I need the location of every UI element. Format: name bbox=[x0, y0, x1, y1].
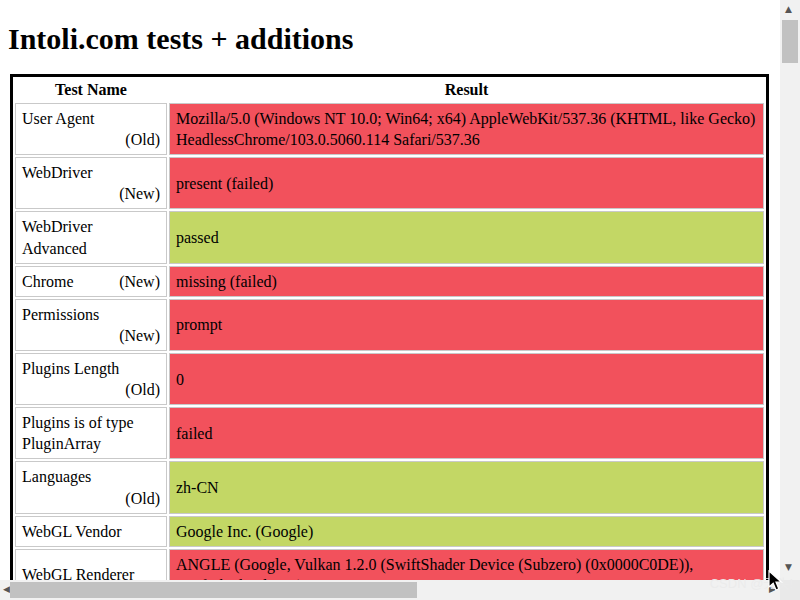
table-row: WebDriver Advanced passed bbox=[15, 211, 764, 263]
test-result: Mozilla/5.0 (Windows NT 10.0; Win64; x64… bbox=[169, 103, 764, 155]
results-table-body: User Agent (Old) Mozilla/5.0 (Windows NT … bbox=[15, 103, 764, 580]
test-name: WebDriver Advanced bbox=[22, 218, 93, 256]
test-tag: (Old) bbox=[22, 488, 160, 509]
test-name: WebGL Renderer bbox=[22, 566, 134, 580]
scroll-left-icon[interactable]: ◀ bbox=[3, 585, 10, 594]
page-title: Intoli.com tests + additions bbox=[8, 22, 772, 56]
horizontal-scrollbar[interactable]: ◀ ▶ bbox=[0, 580, 780, 600]
test-result: failed bbox=[169, 407, 764, 459]
table-row: WebGL Vendor Google Inc. (Google) bbox=[15, 516, 764, 547]
table-row: WebDriver (New) present (failed) bbox=[15, 157, 764, 209]
test-tag: (Old) bbox=[22, 129, 160, 150]
test-name: Permissions bbox=[22, 306, 99, 323]
table-row: Languages (Old) zh-CN bbox=[15, 461, 764, 513]
test-name: Chrome bbox=[22, 273, 74, 290]
test-tag: (New) bbox=[22, 325, 160, 346]
test-name: User Agent bbox=[22, 110, 94, 127]
test-result: missing (failed) bbox=[169, 266, 764, 297]
vertical-scrollbar-thumb[interactable] bbox=[782, 20, 798, 63]
test-name: WebDriver bbox=[22, 164, 93, 181]
test-result: 0 bbox=[169, 353, 764, 405]
table-row: User Agent (Old) Mozilla/5.0 (Windows NT … bbox=[15, 103, 764, 155]
test-result: passed bbox=[169, 211, 764, 263]
results-table: Test Name Result User Agent (Old) Mozilla… bbox=[10, 74, 769, 580]
test-name: WebGL Vendor bbox=[22, 523, 122, 540]
header-test-name: Test Name bbox=[15, 79, 167, 101]
horizontal-scrollbar-thumb[interactable] bbox=[10, 582, 417, 598]
vertical-scrollbar[interactable]: ▲ ▼ bbox=[780, 0, 800, 580]
test-tag: (New) bbox=[119, 271, 160, 292]
table-header-row: Test Name Result bbox=[15, 79, 764, 101]
page-content: Intoli.com tests + additions Test Name R… bbox=[0, 0, 780, 580]
test-name: Languages bbox=[22, 468, 91, 485]
test-result: present (failed) bbox=[169, 157, 764, 209]
table-row: Plugins is of type PluginArray failed bbox=[15, 407, 764, 459]
test-name: Plugins is of type PluginArray bbox=[22, 414, 134, 452]
scroll-down-icon[interactable]: ▼ bbox=[785, 563, 792, 572]
table-row: Permissions (New) prompt bbox=[15, 299, 764, 351]
table-row: WebGL Renderer ANGLE (Google, Vulkan 1.2… bbox=[15, 549, 764, 580]
test-tag: (Old) bbox=[22, 379, 160, 400]
test-result: zh-CN bbox=[169, 461, 764, 513]
test-result: Google Inc. (Google) bbox=[169, 516, 764, 547]
test-name: Plugins Length bbox=[22, 360, 119, 377]
table-row: Plugins Length (Old) 0 bbox=[15, 353, 764, 405]
scroll-up-icon[interactable]: ▲ bbox=[785, 5, 792, 14]
test-tag: (New) bbox=[22, 183, 160, 204]
test-result: prompt bbox=[169, 299, 764, 351]
mouse-cursor-icon bbox=[768, 570, 784, 592]
test-result: ANGLE (Google, Vulkan 1.2.0 (SwiftShader… bbox=[169, 549, 764, 580]
header-result: Result bbox=[169, 79, 764, 101]
table-row: Chrome (New) missing (failed) bbox=[15, 266, 764, 297]
